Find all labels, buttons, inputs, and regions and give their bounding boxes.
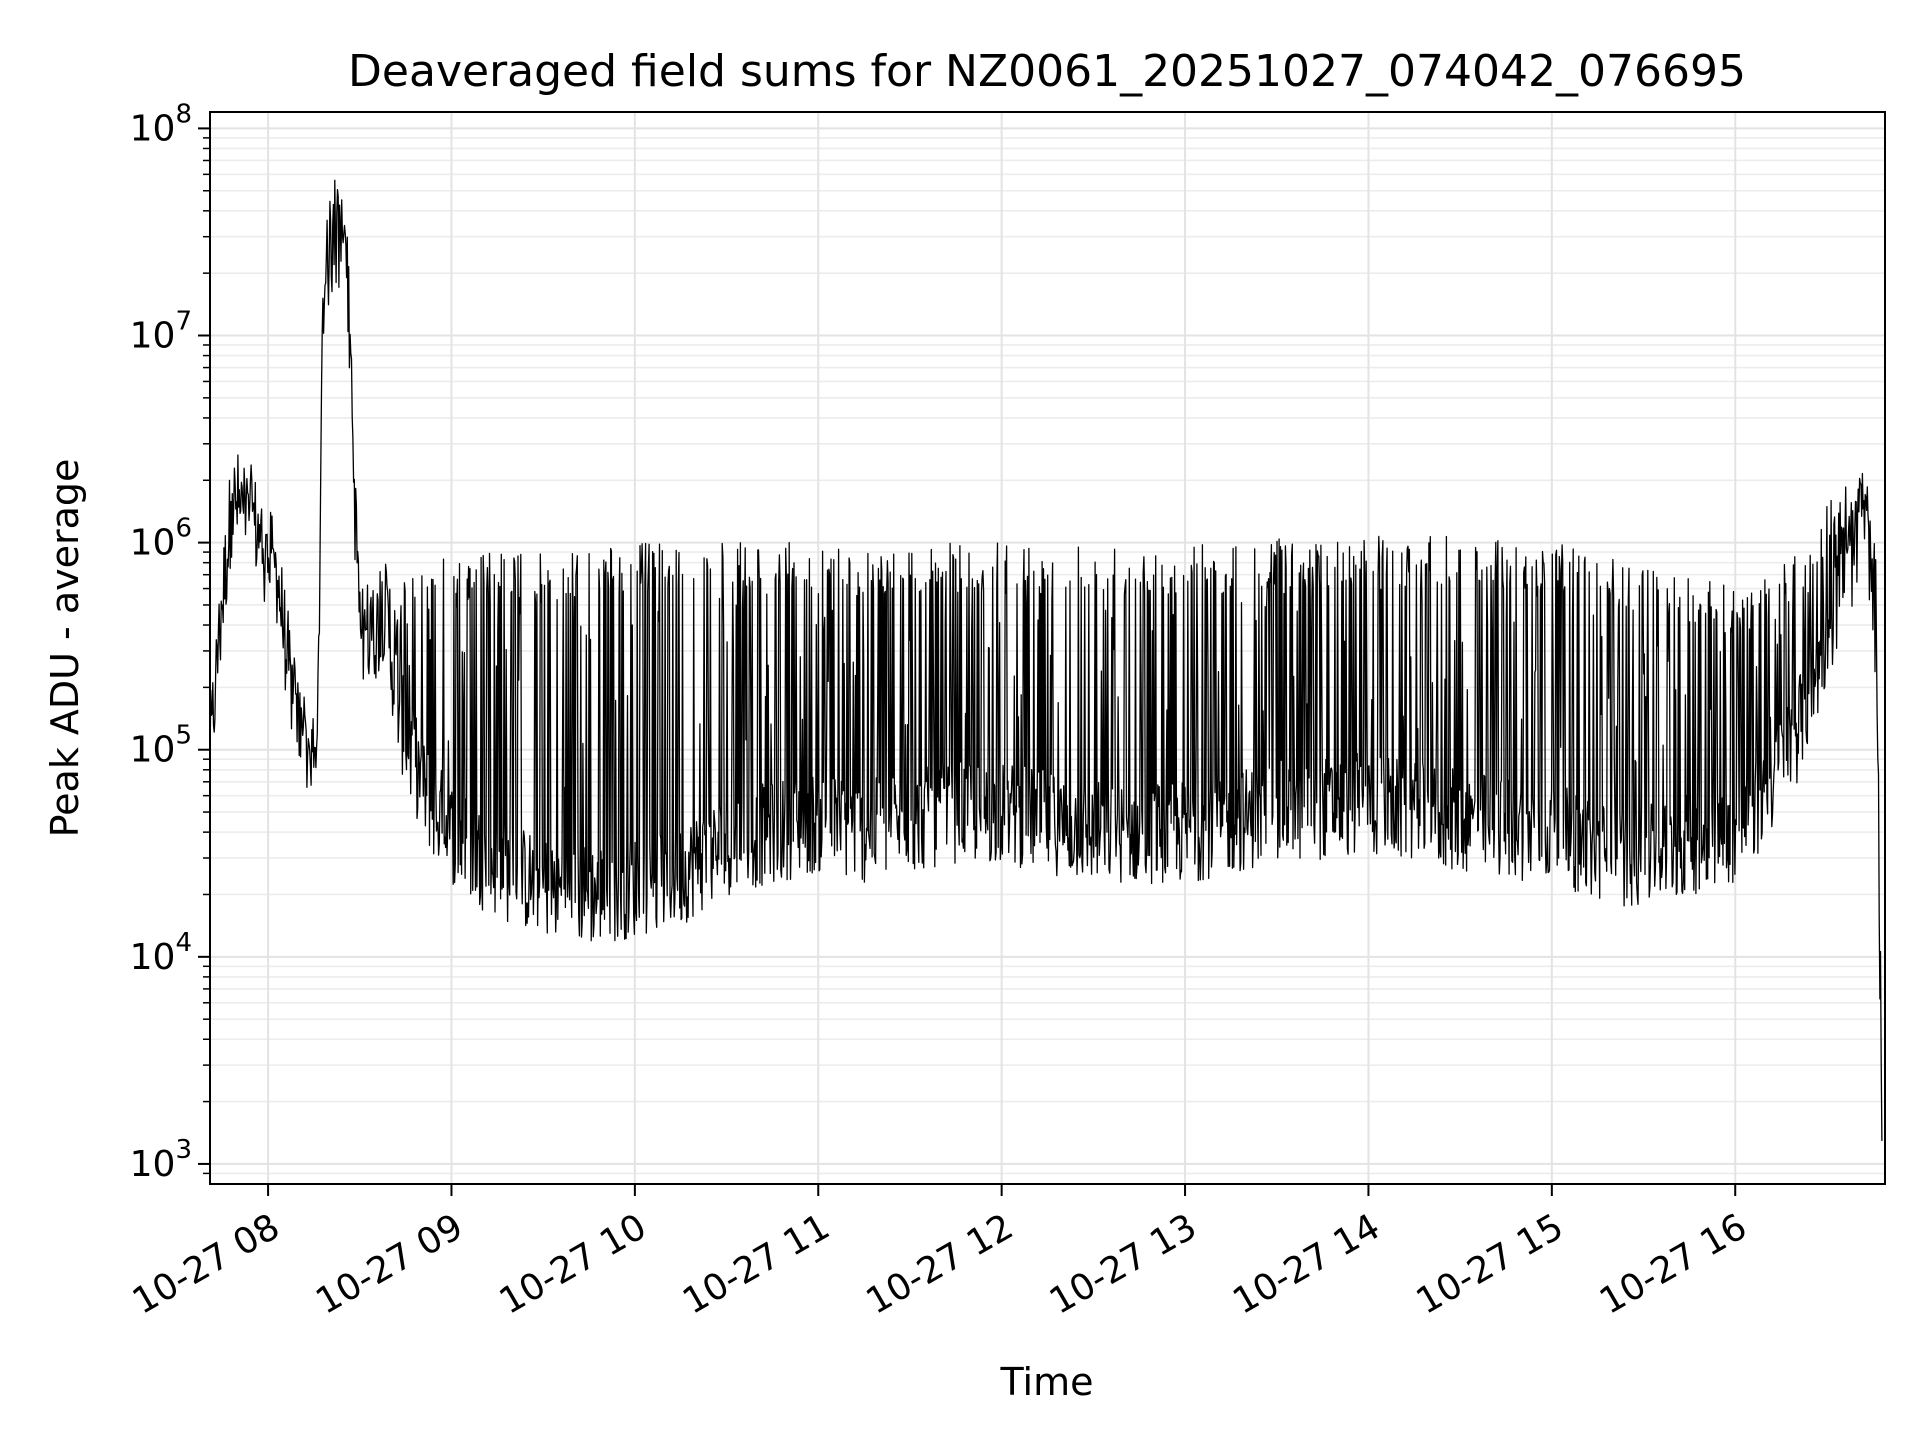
y-tick-label: 108 <box>130 99 192 149</box>
y-tick-label: 103 <box>130 1135 192 1185</box>
y-tick-label: 104 <box>130 928 192 978</box>
y-axis-label: Peak ADU - average <box>43 459 87 838</box>
y-tick-label: 105 <box>130 721 192 771</box>
x-axis-label: Time <box>1000 1360 1094 1404</box>
plot-frame <box>209 111 1886 1185</box>
series-layer <box>210 179 1883 1141</box>
series-line <box>210 179 1883 1141</box>
y-tick-label: 107 <box>130 307 192 357</box>
chart-title: Deaveraged field sums for NZ0061_2025102… <box>348 46 1746 97</box>
y-tick-label: 106 <box>130 514 192 564</box>
